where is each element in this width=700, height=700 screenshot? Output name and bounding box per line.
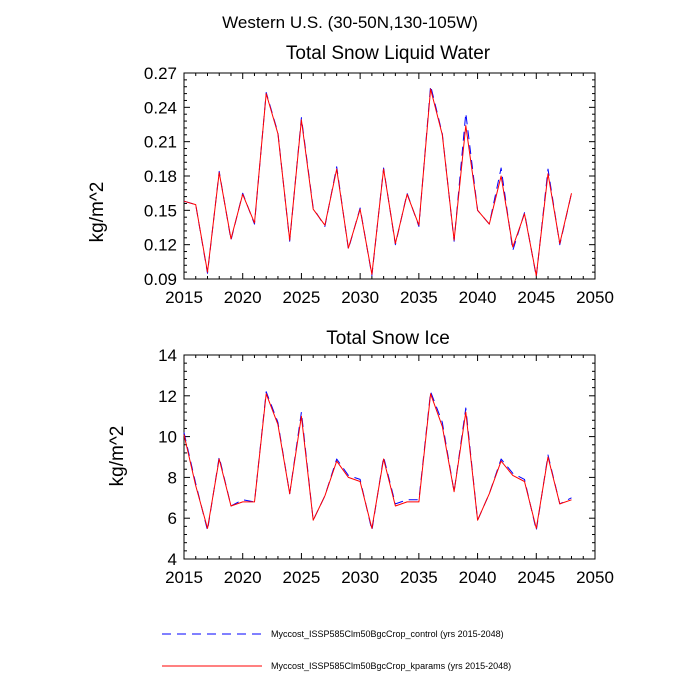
x-tick-label: 2035	[400, 568, 438, 587]
y-tick-label: 12	[158, 387, 177, 406]
x-tick-label: 2025	[283, 568, 321, 587]
x-tick-label: 2050	[576, 288, 614, 307]
x-tick-label: 2040	[459, 568, 497, 587]
x-tick-label: 2035	[400, 288, 438, 307]
y-tick-label: 8	[168, 468, 177, 487]
legend: Myccost_ISSP585Clm50BgcCrop_control (yrs…	[162, 629, 511, 671]
panel-total-snow-liquid-water: Total Snow Liquid Water kg/m^2 2015 2020 2…	[87, 43, 614, 307]
y-tick-label: 0.27	[144, 64, 177, 83]
y-tick-label: 14	[158, 346, 177, 365]
y-axis-label: kg/m^2	[107, 426, 128, 487]
x-tick-label: 2015	[165, 568, 203, 587]
panel-total-snow-ice: Total Snow Ice kg/m^2 2015 2020 2025 2030 20…	[107, 328, 614, 587]
x-tick-label: 2020	[224, 288, 262, 307]
figure-title: Western U.S. (30-50N,130-105W)	[222, 13, 478, 32]
plot-frame	[183, 354, 596, 560]
y-axis-label: kg/m^2	[87, 182, 108, 243]
x-tick-label: 2030	[341, 568, 379, 587]
series-line-kparams	[183, 393, 572, 529]
x-tick-label: 2030	[341, 288, 379, 307]
x-tick-label: 2020	[224, 568, 262, 587]
y-tick-label: 4	[168, 550, 177, 569]
series-line-control	[183, 391, 572, 531]
x-tick-label: 2015	[165, 288, 203, 307]
y-tick-label: 0.24	[144, 98, 177, 117]
y-tick-label: 6	[168, 509, 177, 528]
x-tick-label: 2050	[576, 568, 614, 587]
plot-frame	[183, 72, 596, 280]
y-tick-label: 0.12	[144, 236, 177, 255]
series-line-kparams	[183, 88, 572, 277]
y-tick-label: 0.15	[144, 201, 177, 220]
panel-title: Total Snow Ice	[326, 328, 450, 349]
x-tick-label: 2025	[283, 288, 321, 307]
y-tick-label: 10	[158, 428, 177, 447]
y-tick-label: 0.21	[144, 133, 177, 152]
x-tick-label: 2045	[517, 288, 555, 307]
y-tick-label: 0.18	[144, 167, 177, 186]
series-line-control	[183, 85, 572, 278]
legend-label-kparams: Myccost_ISSP585Clm50BgcCrop_kparams (yrs…	[271, 661, 511, 671]
x-tick-label: 2045	[517, 568, 555, 587]
legend-label-control: Myccost_ISSP585Clm50BgcCrop_control (yrs…	[271, 629, 504, 639]
panel-title: Total Snow Liquid Water	[286, 43, 491, 64]
x-tick-label: 2040	[459, 288, 497, 307]
y-tick-label: 0.09	[144, 270, 177, 289]
